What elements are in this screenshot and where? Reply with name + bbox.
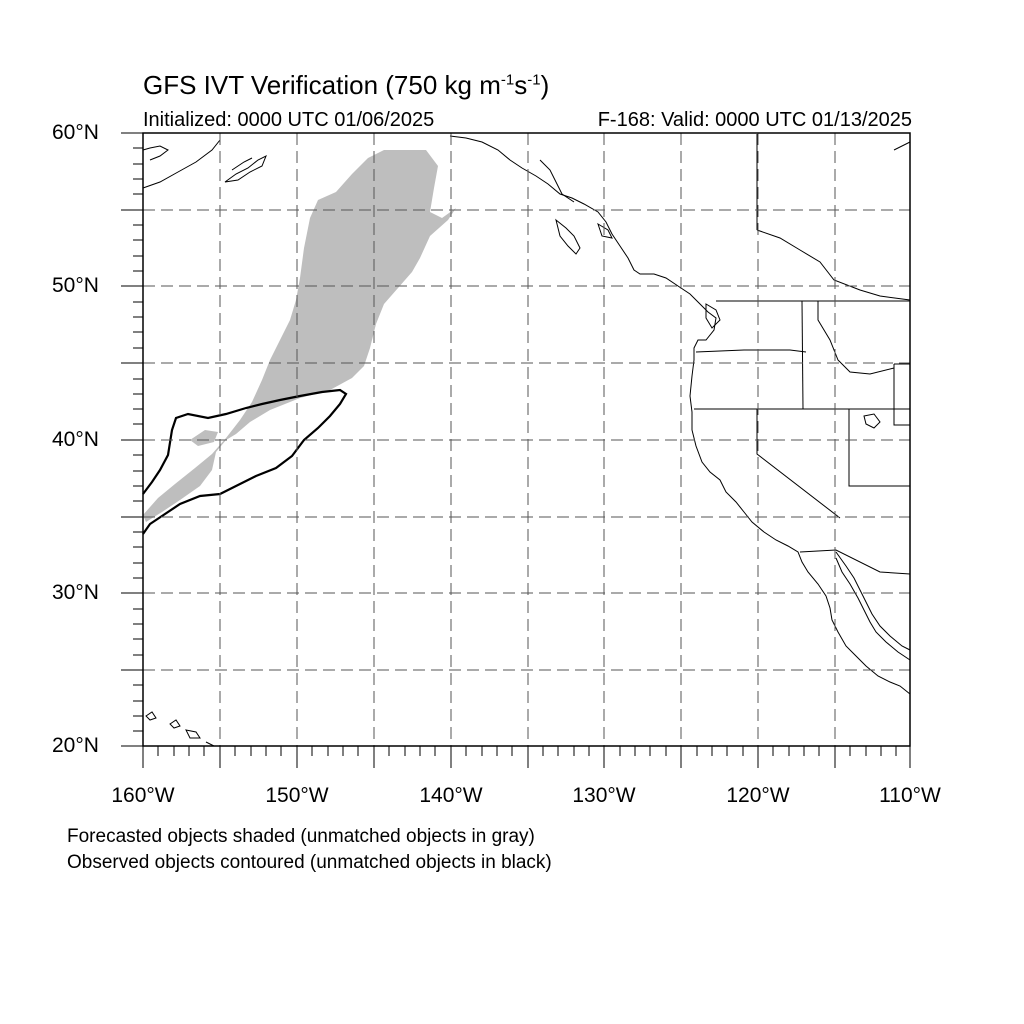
lon-label-140w: 140°W	[419, 784, 483, 807]
lon-label-120w: 120°W	[726, 784, 790, 807]
title-end: )	[540, 70, 550, 100]
initialized-time: Initialized: 0000 UTC 01/06/2025	[143, 109, 435, 131]
lon-label-110w: 110°W	[879, 784, 941, 807]
title-exponent-2: -1	[527, 71, 541, 89]
lat-label-40: 40°N	[52, 428, 99, 451]
political-boundaries	[694, 134, 911, 575]
lat-label-60: 60°N	[52, 121, 99, 144]
map-title: GFS IVT Verification (750 kg m-1s-1)	[143, 70, 549, 101]
valid-time: F-168: Valid: 0000 UTC 01/13/2025	[597, 109, 912, 131]
lat-label-50: 50°N	[52, 274, 99, 297]
lon-label-130w: 130°W	[572, 784, 636, 807]
axis-ticks	[121, 132, 911, 768]
lon-label-150w: 150°W	[265, 784, 329, 807]
graticule	[143, 133, 910, 746]
observed-note: Observed objects contoured (unmatched ob…	[67, 852, 552, 873]
coastlines	[142, 135, 911, 747]
lat-label-30: 30°N	[52, 581, 99, 604]
title-main: GFS IVT Verification (750 kg m	[143, 70, 501, 100]
forecast-object-shading-small	[190, 430, 218, 446]
lat-label-20: 20°N	[52, 734, 99, 757]
observed-object-contour	[142, 388, 348, 535]
title-exponent-1: -1	[500, 71, 515, 89]
lon-label-160w: 160°W	[111, 784, 175, 807]
axis-minor-ticks	[133, 147, 897, 756]
forecast-object-shading	[143, 150, 456, 522]
forecast-note: Forecasted objects shaded (unmatched obj…	[67, 826, 535, 847]
title-mid: s	[514, 70, 528, 100]
